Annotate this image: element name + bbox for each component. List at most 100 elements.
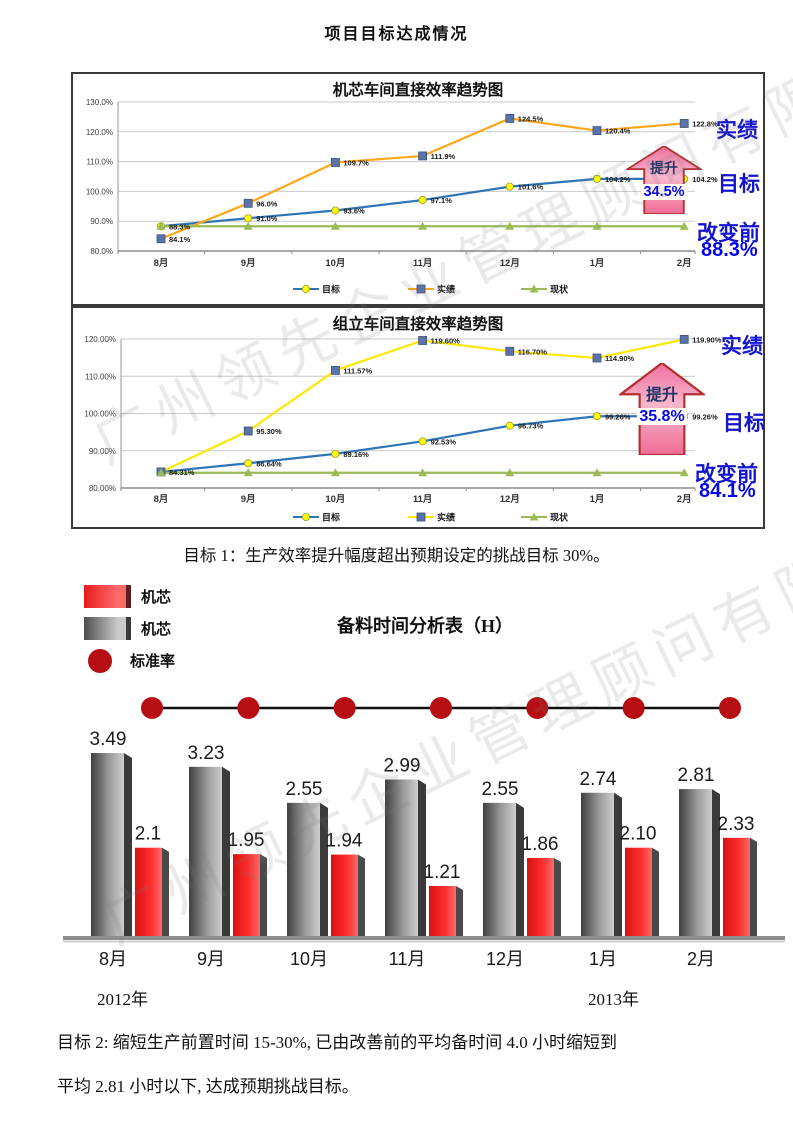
data-label: 109.7% xyxy=(343,158,369,167)
legend-label: 标准率 xyxy=(130,653,176,670)
triangle-marker-icon xyxy=(505,468,515,477)
y-tick-label: 80.00% xyxy=(89,484,116,493)
gray-bar xyxy=(679,789,712,938)
square-marker-icon xyxy=(418,151,428,161)
gray-bar xyxy=(385,779,418,938)
chart-title: 组立车间直接效率趋势图 xyxy=(332,316,504,333)
circle-marker-icon xyxy=(418,196,427,205)
y-tick-label: 100.00% xyxy=(84,410,116,419)
red-bar-side xyxy=(554,858,561,938)
square-marker-icon xyxy=(592,353,602,363)
standard-rate-dot xyxy=(718,697,741,719)
gray-bar-value: 2.99 xyxy=(384,756,421,777)
data-label: 124.5% xyxy=(518,114,544,123)
x-tick-label: 11月 xyxy=(413,258,433,269)
improve-label: 提升 xyxy=(645,387,678,404)
triangle-marker-icon xyxy=(330,468,340,477)
square-marker-icon xyxy=(330,158,340,167)
year-2013-label: 2013年 xyxy=(588,990,639,1009)
improve-pct: 35.8% xyxy=(637,408,687,425)
x-tick-label: 10月 xyxy=(325,494,345,505)
data-label: 88.3% xyxy=(169,222,191,231)
gray-bar-value: 2.55 xyxy=(482,779,519,800)
gray-bar-side xyxy=(614,792,622,938)
page-title: 项目目标达成情况 xyxy=(324,26,469,43)
bar-x-label: 11月 xyxy=(389,949,426,969)
legend-label: 现状 xyxy=(550,284,569,295)
square-marker-icon xyxy=(505,346,515,356)
legend-label: 实绩 xyxy=(437,512,455,523)
gray-bar-side xyxy=(516,802,524,938)
gray-bar-swatch-icon xyxy=(84,617,131,640)
bar-chart-plot: 3.49 2.1 8月 3.23 1.95 9月 2.55 1.94 10月 2.99 1.21 11… xyxy=(63,697,785,969)
y-tick-label: 90.0% xyxy=(90,217,113,226)
red-bar-value: 1.94 xyxy=(326,831,363,852)
gray-bar-value: 2.55 xyxy=(286,779,323,800)
red-bar-value: 2.33 xyxy=(718,814,755,835)
square-marker-icon xyxy=(243,426,253,436)
x-tick-label: 2月 xyxy=(677,494,692,505)
goal2-caption-line1: 目标 2: 缩短生产前置时间 15-30%, 已由改善前的平均备时间 4.0 小… xyxy=(57,1033,618,1052)
square-marker-icon xyxy=(679,119,689,128)
bar-x-label: 9月 xyxy=(197,949,225,969)
data-label: 119.90% xyxy=(692,335,722,344)
data-label: 122.8% xyxy=(692,119,718,128)
gray-bar-side xyxy=(320,802,328,938)
x-tick-label: 9月 xyxy=(241,494,256,505)
circle-marker-icon xyxy=(244,214,253,223)
triangle-marker-icon xyxy=(418,221,428,230)
goal2-caption-line2: 平均 2.81 小时以下, 达成预期挑战目标。 xyxy=(57,1077,359,1096)
standard-rate-dot xyxy=(526,697,549,719)
triangle-marker-icon xyxy=(243,468,253,477)
square-marker-icon xyxy=(416,284,426,294)
legend-item: 机芯 xyxy=(84,585,175,608)
x-tick-label: 10月 xyxy=(325,258,345,269)
standard-rate-dot xyxy=(141,697,163,719)
y-tick-label: 120.0% xyxy=(86,128,113,137)
dot-swatch-icon xyxy=(88,648,112,673)
legend-label: 机芯 xyxy=(141,589,172,606)
circle-marker-icon xyxy=(505,182,514,191)
data-label: 116.70% xyxy=(518,347,548,356)
legend-label: 目标 xyxy=(322,512,340,523)
gray-bar-side xyxy=(418,779,426,938)
legend-item: 机芯 xyxy=(84,617,175,640)
x-tick-label: 12月 xyxy=(500,258,520,269)
triangle-marker-icon xyxy=(592,468,602,477)
gray-bar xyxy=(287,802,320,938)
triangle-marker-icon xyxy=(529,284,539,293)
y-tick-label: 110.0% xyxy=(86,158,113,167)
red-bar-swatch-icon xyxy=(84,585,131,608)
gray-bar-value: 2.81 xyxy=(678,765,715,786)
x-tick-label: 8月 xyxy=(154,258,169,269)
gray-bar-side xyxy=(712,789,720,938)
actual-series-label: 实绩 xyxy=(721,335,763,358)
red-bar-side xyxy=(652,847,659,938)
red-bar xyxy=(723,837,750,938)
bar-chart-title: 备料时间分析表（H） xyxy=(336,616,513,636)
circle-marker-icon xyxy=(331,206,340,215)
red-bar xyxy=(429,885,456,938)
bar-x-label: 10月 xyxy=(290,949,328,969)
chart-title: 机芯车间直接效率趋势图 xyxy=(332,82,504,99)
improve-label: 提升 xyxy=(650,160,678,176)
red-bar xyxy=(331,854,358,938)
circle-marker-icon xyxy=(418,437,427,446)
x-tick-label: 1月 xyxy=(590,258,605,269)
gray-bar xyxy=(91,753,124,938)
square-marker-icon xyxy=(418,336,428,345)
actual-series-label: 实绩 xyxy=(716,119,758,142)
year-2012-label: 2012年 xyxy=(97,990,148,1009)
before-value: 84.1% xyxy=(699,480,756,502)
x-tick-label: 12月 xyxy=(500,494,520,505)
legend-label: 现状 xyxy=(550,512,569,523)
triangle-marker-icon xyxy=(679,221,689,230)
red-bar-value: 1.95 xyxy=(228,830,265,851)
data-label: 120.4% xyxy=(605,127,631,136)
bar-x-label: 8月 xyxy=(99,949,127,969)
gray-bar-side xyxy=(124,753,132,938)
data-label: 111.57% xyxy=(343,366,372,375)
square-marker-icon xyxy=(330,366,340,375)
circle-marker-icon xyxy=(593,174,602,183)
target-series-label: 目标 xyxy=(723,412,765,435)
